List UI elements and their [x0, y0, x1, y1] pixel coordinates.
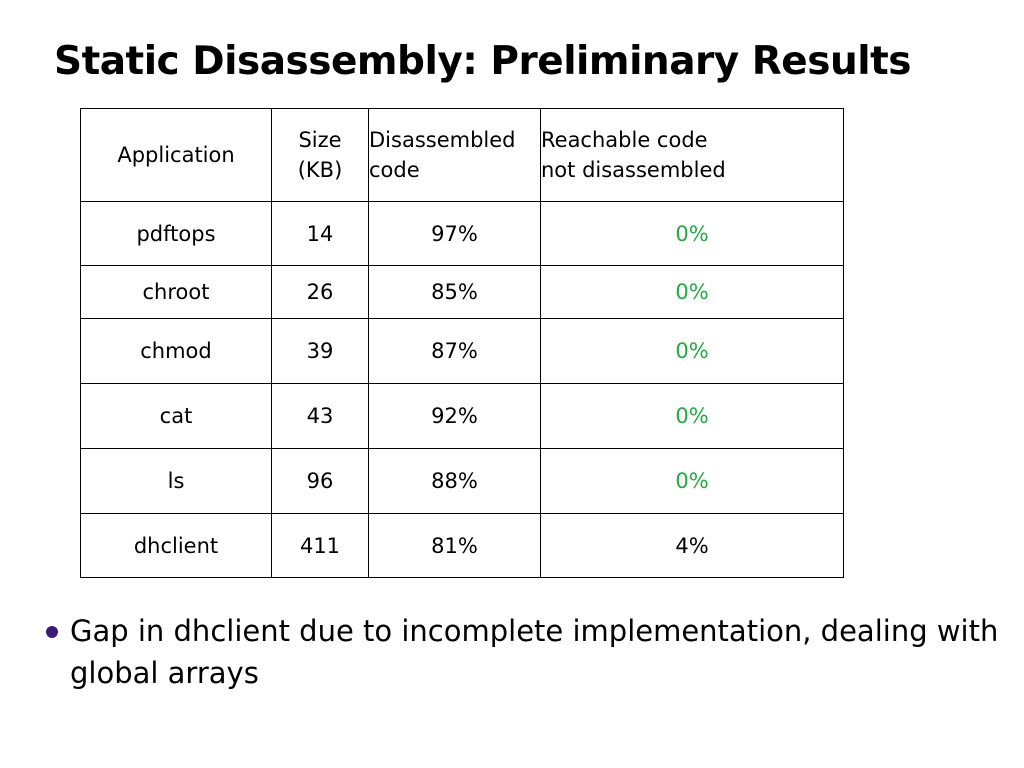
table-row: dhclient 411 81% 4%	[80, 513, 844, 578]
header-disassembled-line2: code	[369, 158, 420, 182]
table-row: chroot 26 85% 0%	[80, 265, 844, 319]
cell-size: 96	[271, 448, 369, 514]
cell-disassembled: 85%	[368, 265, 541, 319]
cell-disassembled: 88%	[368, 448, 541, 514]
cell-reachable: 0%	[540, 383, 844, 449]
table-header-row: Application Size (KB) Disassembled code …	[80, 108, 844, 202]
cell-disassembled: 81%	[368, 513, 541, 578]
bullet-item: Gap in dhclient due to incomplete implem…	[46, 610, 1006, 694]
header-reachable-line2: not disassembled	[541, 158, 726, 182]
cell-disassembled: 97%	[368, 201, 541, 266]
cell-size: 411	[271, 513, 369, 578]
cell-size: 14	[271, 201, 369, 266]
results-table: Application Size (KB) Disassembled code …	[80, 108, 844, 578]
cell-reachable: 4%	[540, 513, 844, 578]
cell-disassembled: 87%	[368, 318, 541, 384]
header-disassembled-line1: Disassembled	[369, 128, 516, 152]
cell-application: chmod	[80, 318, 272, 384]
cell-size: 26	[271, 265, 369, 319]
table-row: chmod 39 87% 0%	[80, 318, 844, 384]
header-reachable: Reachable code not disassembled	[540, 108, 844, 202]
cell-size: 39	[271, 318, 369, 384]
cell-reachable: 0%	[540, 265, 844, 319]
cell-reachable: 0%	[540, 448, 844, 514]
cell-application: cat	[80, 383, 272, 449]
slide-title: Static Disassembly: Preliminary Results	[54, 39, 911, 84]
header-size: Size (KB)	[271, 108, 369, 202]
cell-application: dhclient	[80, 513, 272, 578]
header-size-line2: (KB)	[297, 158, 343, 182]
table-row: cat 43 92% 0%	[80, 383, 844, 449]
bullet-dot-icon	[46, 626, 58, 638]
cell-size: 43	[271, 383, 369, 449]
bullet-text: Gap in dhclient due to incomplete implem…	[70, 614, 999, 690]
cell-application: ls	[80, 448, 272, 514]
header-size-line1: Size	[298, 128, 342, 152]
cell-reachable: 0%	[540, 201, 844, 266]
header-application: Application	[80, 108, 272, 202]
cell-application: pdftops	[80, 201, 272, 266]
table-row: ls 96 88% 0%	[80, 448, 844, 514]
cell-application: chroot	[80, 265, 272, 319]
table-row: pdftops 14 97% 0%	[80, 201, 844, 266]
cell-disassembled: 92%	[368, 383, 541, 449]
header-reachable-line1: Reachable code	[541, 128, 708, 152]
header-disassembled: Disassembled code	[368, 108, 541, 202]
cell-reachable: 0%	[540, 318, 844, 384]
